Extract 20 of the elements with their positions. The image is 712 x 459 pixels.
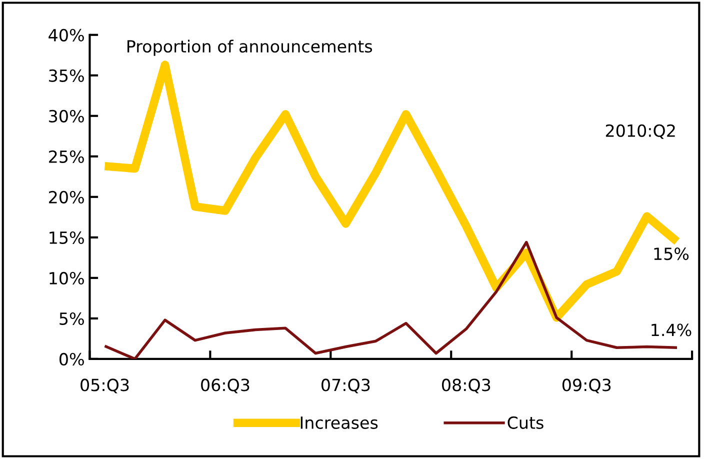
y-tick-label: 10% [50, 272, 84, 284]
y-tick-label: 40% [48, 28, 84, 42]
x-tick-label: 07:Q3 [322, 378, 370, 394]
y-tick-label: 20% [49, 190, 84, 204]
annotation: 15% [654, 247, 689, 260]
legend-label: Increases [300, 416, 378, 429]
legend-label: Cuts [508, 416, 544, 429]
y-tick-label: 25% [49, 150, 84, 163]
y-tick-label: 0% [60, 352, 84, 366]
chart-title: Proportion of announcements [127, 40, 372, 56]
x-tick-label: 08:Q3 [442, 378, 490, 394]
annotation: 2010:Q2 [606, 124, 675, 139]
y-tick-label: 5% [60, 312, 84, 325]
y-tick-label: 15% [50, 231, 84, 244]
y-tick-label: 30% [49, 110, 84, 122]
x-tick-label: 06:Q3 [201, 378, 250, 394]
x-tick-label: 05:Q3 [80, 378, 129, 394]
x-tick-label: 09:Q3 [562, 378, 611, 394]
y-tick-label: 35% [49, 69, 84, 82]
annotation: 1.4% [652, 324, 692, 336]
